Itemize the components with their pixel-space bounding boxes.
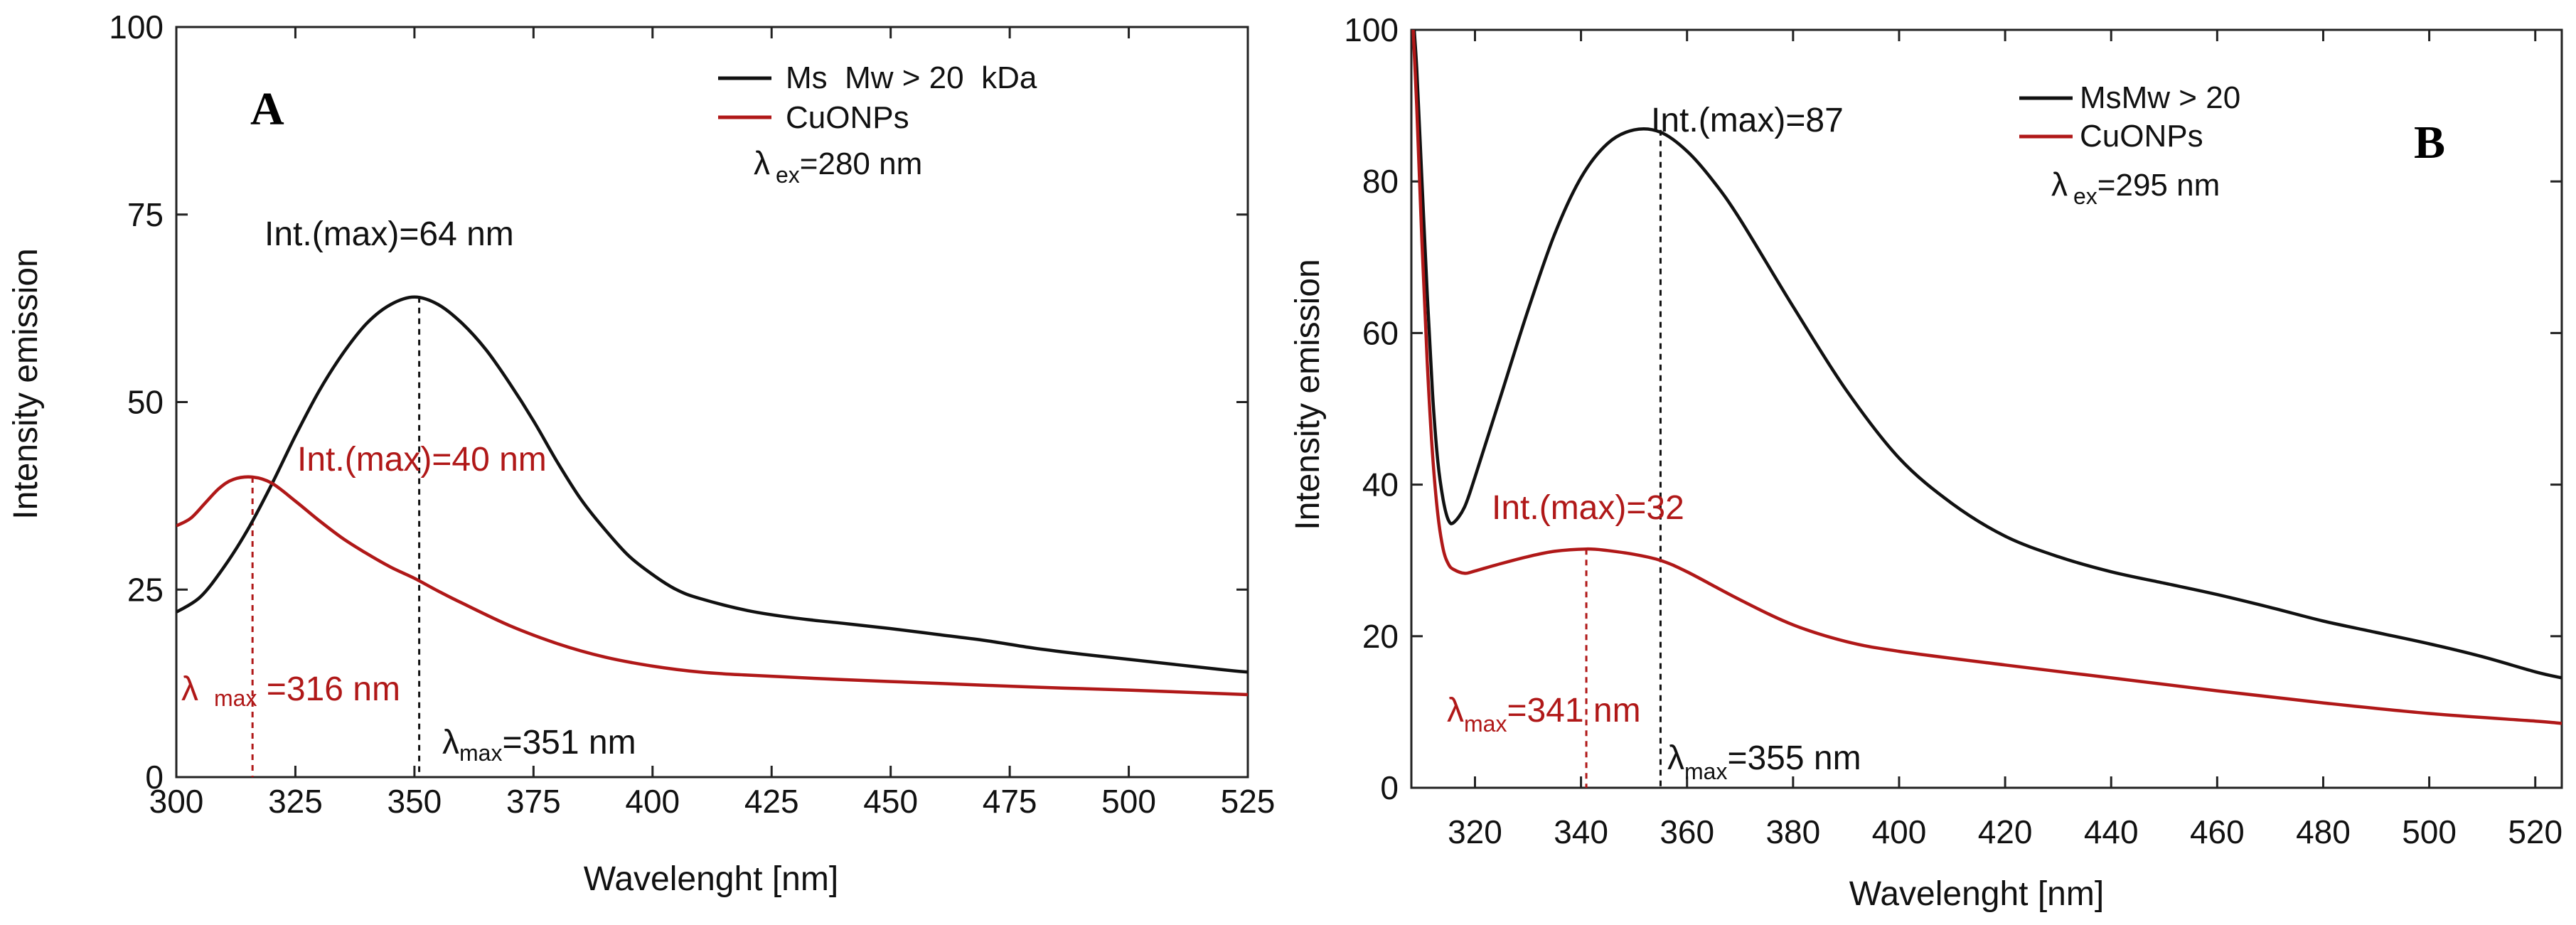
- panel-a-series-ms-line: [176, 295, 1248, 674]
- panel-b-legend-label-cu: CuONPs: [2080, 119, 2203, 154]
- panel-b-y-tick-label: 60: [1362, 314, 1399, 351]
- panel-b-y-tick-label: 100: [1344, 11, 1399, 48]
- panel-a-x-ticks: 300 325 350 375 400 425 450 475 500 525: [149, 27, 1276, 820]
- panel-a-legend: Ms Mw > 20 kDa CuONPs λ ex=280 nm: [718, 60, 1037, 188]
- panel-b-x-tick-label: 320: [1448, 813, 1502, 850]
- panel-b: Intensity emission Wavelenght [nm] 0 20 40…: [1289, 11, 2563, 913]
- panel-b-x-tick-label: 520: [2508, 813, 2562, 850]
- panel-b-y-axis-title: Intensity emission: [1289, 259, 1327, 530]
- panel-b-plot-area: [1410, 28, 2563, 789]
- panel-a-y-tick-label: 25: [127, 571, 164, 608]
- panel-b-legend: MsMw > 20 CuONPs λ ex=295 nm: [2019, 80, 2240, 209]
- panel-b-series-ms-line: [1412, 30, 2562, 680]
- panel-b-y-tick-label: 80: [1362, 163, 1399, 200]
- panel-b-x-tick-label: 340: [1554, 813, 1608, 850]
- panel-b-x-axis-title: Wavelenght [nm]: [1849, 875, 2104, 913]
- panel-b-x-tick-label: 500: [2402, 813, 2457, 850]
- panel-a-ms-lambda-max: λmax=351 nm: [442, 724, 636, 766]
- panel-a-label: A: [250, 83, 284, 135]
- panel-a: Intensity emission Wavelenght [nm] 0 25 50…: [7, 9, 1275, 898]
- panel-b-series-cuonps-line: [1411, 30, 2562, 725]
- panel-b-x-tick-label: 360: [1660, 813, 1714, 850]
- panel-b-x-tick-label: 480: [2296, 813, 2351, 850]
- panel-a-x-axis-title: Wavelenght [nm]: [584, 860, 838, 898]
- panel-a-x-tick-label: 400: [625, 783, 680, 820]
- panel-a-y-tick-label: 0: [145, 759, 164, 796]
- panel-a-frame: [175, 26, 1249, 779]
- panel-a-x-tick-label: 475: [983, 783, 1037, 820]
- panel-b-legend-label-ms: MsMw > 20: [2080, 80, 2240, 115]
- panel-a-y-tick-label: 100: [109, 9, 164, 46]
- panel-b-cu-lambda-max: λmax=341 nm: [1447, 692, 1641, 737]
- panel-b-x-tick-label: 460: [2190, 813, 2245, 850]
- panel-a-y-tick-label: 75: [127, 196, 164, 233]
- panel-b-frame: [1410, 28, 2563, 789]
- panel-a-cu-lambda-max: λ max =316 nm: [181, 670, 400, 711]
- panel-a-x-tick-label: 450: [863, 783, 918, 820]
- panel-b-y-tick-label: 0: [1380, 769, 1399, 806]
- panel-a-plot-area: [175, 26, 1249, 779]
- panel-b-ms-lambda-max: λmax=355 nm: [1667, 739, 1861, 784]
- panel-b-x-tick-label: 400: [1872, 813, 1927, 850]
- panel-b-ms-int-max: Int.(max)=87: [1651, 102, 1844, 139]
- panel-a-legend-label-cu: CuONPs: [786, 100, 909, 135]
- panel-b-y-tick-label: 40: [1362, 466, 1399, 503]
- panel-a-y-tick-label: 50: [127, 384, 164, 421]
- panel-a-x-tick-label: 375: [506, 783, 561, 820]
- panel-a-x-tick-label: 350: [388, 783, 442, 820]
- panel-a-x-tick-label: 425: [744, 783, 799, 820]
- panel-a-x-tick-label: 525: [1221, 783, 1276, 820]
- panel-a-legend-label-ms: Ms Mw > 20 kDa: [786, 60, 1037, 95]
- panel-a-ms-int-max: Int.(max)=64 nm: [264, 215, 514, 253]
- panel-b-label: B: [2414, 117, 2445, 169]
- panel-a-x-tick-label: 325: [268, 783, 323, 820]
- panel-b-cu-int-max: Int.(max)=32: [1492, 489, 1684, 527]
- panel-a-x-tick-label: 500: [1101, 783, 1156, 820]
- panel-b-y-tick-label: 20: [1362, 618, 1399, 655]
- panel-b-y-ticks: 0 20 40 60 80 100: [1344, 11, 2562, 806]
- panel-a-y-ticks: 0 25 50 75 100: [109, 9, 1248, 796]
- panel-a-excitation: λ ex=280 nm: [754, 144, 922, 188]
- panel-a-cu-int-max: Int.(max)=40 nm: [297, 441, 547, 478]
- panel-a-x-tick-label: 300: [149, 783, 204, 820]
- panel-b-x-tick-label: 440: [2084, 813, 2139, 850]
- panel-b-excitation: λ ex=295 nm: [2051, 166, 2220, 209]
- panel-b-x-tick-label: 420: [1978, 813, 2033, 850]
- panel-b-x-tick-label: 380: [1765, 813, 1820, 850]
- panel-a-series-cuonps-line: [176, 475, 1248, 697]
- panel-b-x-ticks: 320 340 360 380 400 420 440 460 480 500 520: [1448, 30, 2562, 850]
- panel-a-y-axis-title: Intensity emission: [7, 248, 45, 520]
